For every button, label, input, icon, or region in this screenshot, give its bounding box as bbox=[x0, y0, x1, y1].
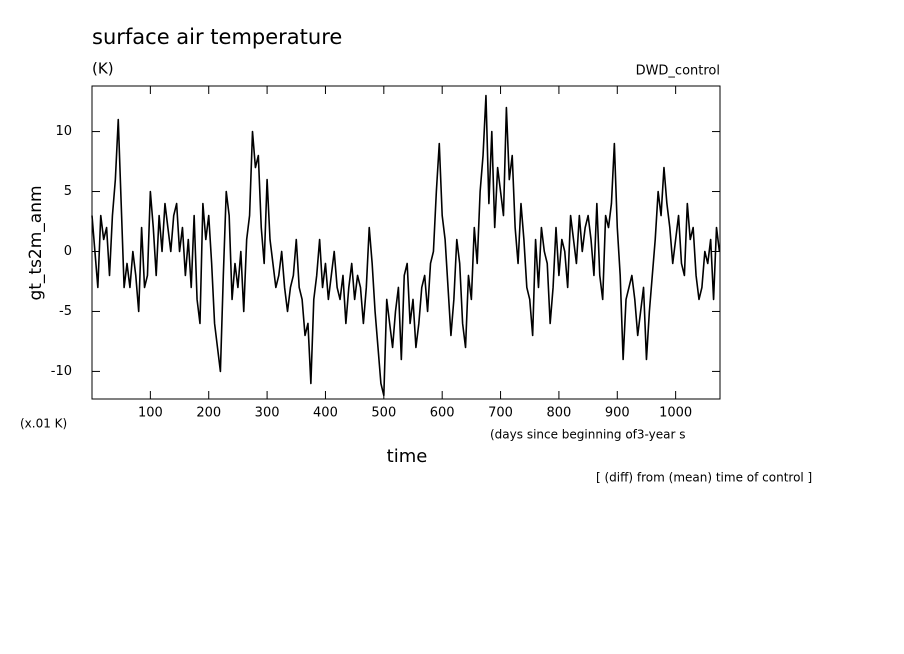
x-tick-label: 100 bbox=[138, 406, 163, 421]
x-tick-label: 300 bbox=[255, 406, 280, 421]
unit-note: (x.01 K) bbox=[20, 417, 67, 431]
y-tick-label: 5 bbox=[64, 184, 72, 199]
footnote: [ (diff) from (mean) time of control ] bbox=[596, 471, 812, 485]
plot-frame bbox=[91, 85, 721, 400]
chart-title: surface air temperature bbox=[92, 25, 342, 49]
x-tick-label: 1000 bbox=[659, 406, 692, 421]
y-axis-label: gt_ts2m_anm bbox=[26, 185, 46, 300]
y-tick-label: -10 bbox=[51, 364, 72, 379]
y-tick-label: 10 bbox=[55, 124, 72, 139]
x-tick-label: 800 bbox=[547, 406, 572, 421]
x-tick-label: 700 bbox=[488, 406, 513, 421]
x-axis-label: time bbox=[387, 446, 428, 467]
x-tick-label: 200 bbox=[196, 406, 221, 421]
x-tick-label: 400 bbox=[313, 406, 338, 421]
y-tick-label: 0 bbox=[64, 244, 72, 259]
x-tick-label: 600 bbox=[430, 406, 455, 421]
y-tick-label: -5 bbox=[59, 304, 72, 319]
chart-subtitle: (K) bbox=[92, 60, 114, 78]
run-label: DWD_control bbox=[636, 64, 720, 79]
data-line bbox=[91, 94, 721, 397]
x-note: (days since beginning of3-year s bbox=[490, 428, 686, 442]
x-tick-label: 500 bbox=[371, 406, 396, 421]
x-tick-label: 900 bbox=[605, 406, 630, 421]
